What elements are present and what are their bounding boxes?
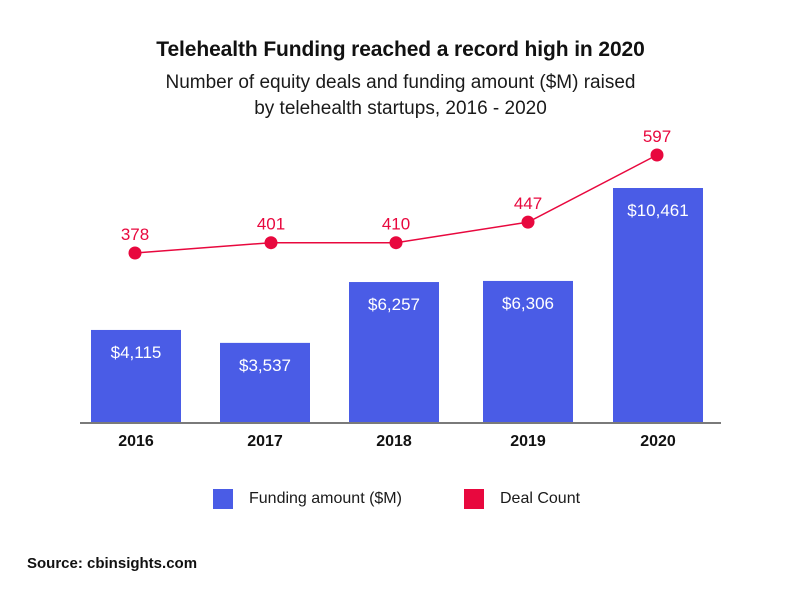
source-note: Source: cbinsights.com bbox=[27, 555, 198, 572]
deal-value-label-2017: 401 bbox=[257, 215, 285, 234]
x-tick-label-2019: 2019 bbox=[510, 433, 546, 450]
bar-value-label-2016: $4,115 bbox=[111, 343, 162, 362]
bar-value-label-2020: $10,461 bbox=[627, 201, 688, 220]
legend-label-deal-count: Deal Count bbox=[500, 490, 581, 507]
deal-value-label-2019: 447 bbox=[514, 194, 542, 213]
legend-item-deal-count: Deal Count bbox=[464, 489, 580, 509]
legend-swatch-funding bbox=[213, 489, 233, 509]
deal-value-label-2016: 378 bbox=[121, 225, 149, 244]
bar-value-label-2018: $6,257 bbox=[368, 295, 420, 314]
x-tick-label-2016: 2016 bbox=[118, 433, 154, 450]
x-tick-label-2017: 2017 bbox=[247, 433, 283, 450]
deal-point-2016 bbox=[128, 246, 142, 260]
deal-count-line-layer: 378 401 410 447 597 bbox=[121, 127, 671, 260]
legend-swatch-deal-count bbox=[464, 489, 484, 509]
x-tick-label-2020: 2020 bbox=[640, 433, 676, 450]
x-tick-labels: 2016 2017 2018 2019 2020 bbox=[118, 433, 676, 450]
bar-2017 bbox=[220, 342, 310, 422]
legend: Funding amount ($M) Deal Count bbox=[0, 489, 801, 515]
bars-layer: $4,115 $3,537 $6,257 $6,306 $10,461 bbox=[91, 188, 703, 422]
bar-2018 bbox=[349, 282, 439, 422]
bar-value-label-2017: $3,537 bbox=[239, 356, 291, 375]
legend-label-funding: Funding amount ($M) bbox=[249, 490, 402, 507]
deal-value-label-2020: 597 bbox=[643, 127, 671, 146]
bar-value-label-2019: $6,306 bbox=[502, 294, 554, 313]
x-tick-label-2018: 2018 bbox=[376, 433, 412, 450]
legend-item-funding: Funding amount ($M) bbox=[213, 489, 402, 509]
bar-2016 bbox=[91, 329, 181, 422]
chart-subtitle-line-1: Number of equity deals and funding amoun… bbox=[165, 72, 636, 93]
chart-subtitle-line-2: by telehealth startups, 2016 - 2020 bbox=[254, 98, 547, 119]
chart-title: Telehealth Funding reached a record high… bbox=[156, 38, 645, 61]
deal-point-2017 bbox=[264, 236, 278, 250]
bar-2020 bbox=[613, 188, 703, 422]
bar-2019 bbox=[483, 280, 573, 422]
deal-point-2020 bbox=[650, 148, 664, 162]
deal-point-2018 bbox=[389, 236, 403, 250]
deal-point-2019 bbox=[521, 215, 535, 229]
deal-value-label-2018: 410 bbox=[382, 215, 410, 234]
